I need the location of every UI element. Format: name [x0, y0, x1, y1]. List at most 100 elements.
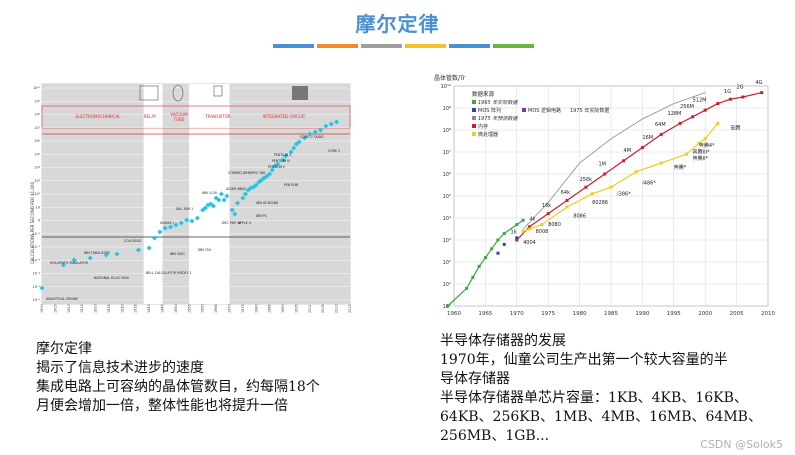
legend-title: 数据来源	[472, 90, 495, 98]
left-point-label: IBM 704	[198, 248, 211, 252]
stripe-5	[493, 44, 534, 48]
left-y-tick: 0	[38, 219, 40, 223]
right-x-tick: 1995	[667, 311, 681, 317]
right-y-tick: 10⁹	[443, 106, 451, 112]
series-memory-point	[716, 102, 720, 106]
series-1965-point	[515, 223, 519, 227]
legend-swatch	[522, 108, 526, 112]
left-point-label: DEC PDP-1	[176, 207, 193, 211]
right-x-tick: 1985	[604, 311, 618, 317]
left-x-tick: 1915	[80, 304, 84, 313]
left-data-point	[224, 193, 230, 199]
series-memory-point	[603, 172, 607, 176]
left-data-point	[87, 255, 93, 261]
left-y-tick: 10⁻³	[33, 258, 41, 262]
stripe-1	[317, 44, 358, 48]
series-memory-point	[515, 238, 519, 242]
era-label: RELAY	[144, 114, 157, 119]
left-y-tick: 10³	[34, 179, 40, 183]
memory-label: 2G	[737, 84, 744, 90]
cpu-label: 奔腾III*	[693, 149, 710, 156]
left-point-label: PENTIUM 4	[274, 153, 291, 157]
left-data-point	[253, 182, 259, 188]
left-x-tick: 1960	[201, 304, 205, 313]
left-data-point	[218, 191, 224, 197]
memory-label: 512M	[693, 98, 707, 104]
series-1965-point	[490, 247, 494, 251]
right-text-line-4: 半导体存储器单芯片容量：1KB、4KB、16KB、	[440, 390, 748, 406]
series-memory-point	[622, 159, 626, 163]
series-memory-point	[678, 121, 682, 125]
transistor-icon	[213, 85, 223, 97]
left-point-label: PENTIUM II	[268, 165, 285, 169]
series-mos-point	[515, 236, 519, 240]
left-data-point	[269, 167, 275, 173]
series-memory-point	[565, 198, 569, 202]
left-x-tick: 2010	[335, 304, 339, 313]
left-data-point	[232, 211, 238, 217]
left-y-tick: 10⁻¹	[33, 232, 41, 236]
series-memory-point	[691, 115, 695, 119]
era-label: VACUUM	[170, 112, 188, 117]
left-x-tick: 1920	[94, 304, 98, 313]
memory-label: 16M	[642, 135, 653, 141]
left-x-tick: 1980	[254, 304, 258, 313]
left-point-label: PENTIUM III	[272, 159, 290, 163]
right-text-block: 半导体存储器的发展 1970年，仙童公司生产出第一个较大容量的半 导体存储器 半…	[440, 332, 790, 446]
vacuum-tube-icon	[172, 84, 184, 102]
series-1965-point	[483, 256, 487, 260]
series-cpu-point	[609, 185, 613, 189]
left-y-tick: 10⁹	[34, 99, 40, 103]
left-data-point	[173, 222, 179, 228]
right-y-tick: 10¹	[443, 282, 451, 288]
memory-label: 4k	[529, 216, 535, 222]
left-point-label: IBM 1130	[202, 191, 217, 195]
left-data-point	[283, 153, 289, 159]
left-point-label: ALTAIR 8800	[226, 187, 246, 191]
left-x-tick: 1970	[227, 304, 231, 313]
left-point-label: UNIVAC I	[160, 221, 174, 225]
memory-label: 1M	[598, 161, 606, 167]
right-y-tick: 10²	[443, 260, 451, 266]
left-x-tick: 1940	[147, 304, 151, 313]
legend-entry: 微处理器	[478, 131, 498, 138]
integrated-circuit-icon	[292, 86, 308, 100]
left-point-label: IBM PC	[256, 214, 268, 218]
right-text-line-5: 64KB、256KB、1MB、4MB、16MB、64MB、	[440, 409, 762, 425]
cpu-label: i486*	[642, 180, 656, 186]
left-data-point	[146, 245, 152, 251]
right-x-tick: 1970	[510, 311, 524, 317]
stripe-3	[405, 44, 446, 48]
left-point-label: COLOSSUS	[124, 239, 141, 243]
left-x-tick: 1945	[161, 304, 165, 313]
left-chart-ylabel: CALCULATIONS PER SECOND PER $1,000	[30, 181, 35, 264]
left-data-point	[267, 171, 273, 177]
series-mos-point	[496, 251, 500, 255]
series-1965-point	[521, 218, 525, 222]
left-y-tick: 10⁻⁴	[33, 272, 41, 276]
series-1965-point	[496, 238, 500, 242]
left-data-point	[229, 207, 235, 213]
left-x-tick: 1955	[187, 304, 191, 313]
right-x-tick: 2010	[761, 311, 775, 317]
right-x-tick: 2000	[698, 311, 712, 317]
left-data-point	[323, 123, 329, 129]
left-x-tick: 1975	[241, 304, 245, 313]
left-point-label: ANALYTICAL ENGINE	[46, 297, 78, 301]
left-data-point	[243, 191, 249, 197]
left-point-label: COMPAQ DESKPRO 386	[228, 171, 265, 175]
cpu-label: 80286	[592, 200, 608, 206]
legend-entry: MOS 逻辑电路	[528, 107, 561, 114]
series-cpu-point	[590, 192, 594, 196]
right-text-line-1: 半导体存储器的发展	[440, 333, 566, 349]
era-header-band	[41, 105, 351, 129]
right-chart: 晶体管数/Tr 10¹⁰ 10⁹ 10⁸ 10⁷ 10⁶ 10⁵ 10⁴ 10³ 10² 10¹ 1…	[432, 72, 778, 324]
legend-swatch	[472, 100, 476, 104]
era-label: ELECTROMECHANICAL	[76, 114, 122, 119]
left-data-point	[202, 205, 208, 211]
left-point-label: DEC PDP-10	[222, 221, 241, 225]
cpu-label: 安腾	[730, 124, 740, 131]
left-data-point	[210, 203, 216, 209]
left-y-tick: 10⁴	[34, 166, 40, 170]
